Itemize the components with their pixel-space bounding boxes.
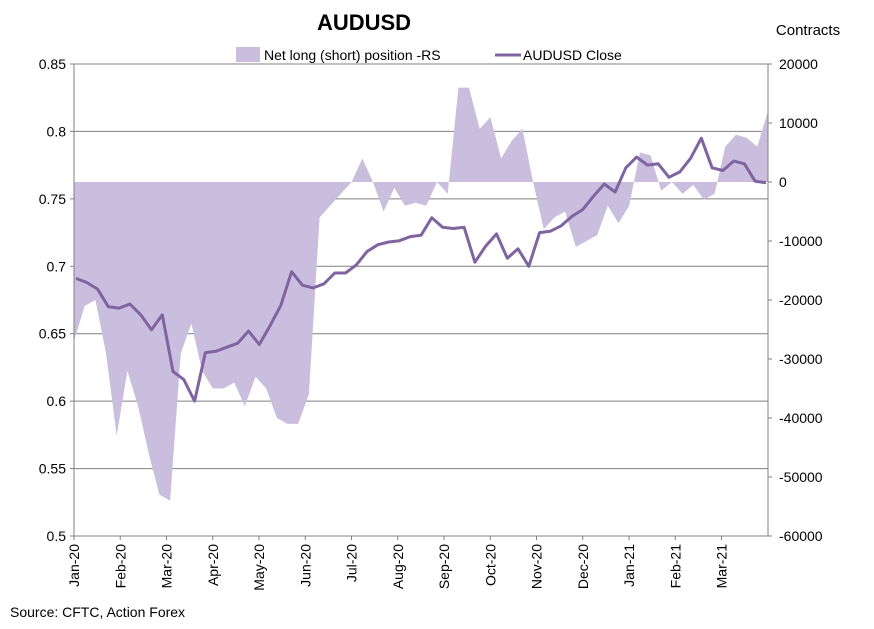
right-tick-label: -60000 bbox=[779, 528, 823, 544]
left-tick-label: 0.7 bbox=[47, 258, 67, 274]
left-tick-label: 0.75 bbox=[39, 191, 66, 207]
legend-line-label: AUDUSD Close bbox=[523, 47, 622, 63]
left-axis-ticks: 0.5 0.55 0.6 0.65 0.7 0.75 0.8 0.85 bbox=[39, 56, 74, 544]
legend-area-label: Net long (short) position -RS bbox=[264, 47, 441, 63]
right-tick-label: -50000 bbox=[779, 469, 823, 485]
chart-title: AUDUSD bbox=[317, 10, 411, 35]
left-tick-label: 0.8 bbox=[47, 123, 67, 139]
right-tick-label: -20000 bbox=[779, 292, 823, 308]
x-tick-label: May-20 bbox=[251, 544, 267, 591]
right-tick-label: 0 bbox=[779, 174, 787, 190]
x-tick-label: Feb-21 bbox=[667, 544, 683, 589]
left-tick-label: 0.65 bbox=[39, 326, 66, 342]
right-tick-label: -30000 bbox=[779, 351, 823, 367]
x-tick-label: Aug-20 bbox=[390, 544, 406, 589]
position-area-layer bbox=[74, 87, 768, 501]
x-tick-label: Nov-20 bbox=[529, 544, 545, 589]
right-tick-label: 10000 bbox=[779, 115, 818, 131]
left-tick-label: 0.6 bbox=[47, 393, 67, 409]
x-axis-ticks: Jan-20 Feb-20 Mar-20 Apr-20 May-20 Jun-20 Jul-… bbox=[66, 536, 730, 591]
x-tick-label: Oct-20 bbox=[482, 544, 498, 586]
source-note: Source: CFTC, Action Forex bbox=[10, 604, 185, 620]
x-tick-label: Feb-20 bbox=[112, 544, 128, 589]
legend: Net long (short) position -RS AUDUSD Clo… bbox=[236, 47, 622, 63]
left-tick-label: 0.85 bbox=[39, 56, 66, 72]
left-tick-label: 0.55 bbox=[39, 461, 66, 477]
audusd-close-line bbox=[75, 136, 767, 403]
x-tick-label: Apr-20 bbox=[205, 544, 221, 586]
right-tick-label: -40000 bbox=[779, 410, 823, 426]
x-tick-label: Sep-20 bbox=[436, 544, 452, 589]
right-axis-title: Contracts bbox=[776, 22, 840, 39]
legend-area-swatch bbox=[236, 47, 260, 62]
right-axis-ticks: -60000 -50000 -40000 -30000 -20000 -10000 0 100… bbox=[768, 56, 823, 544]
x-tick-label: Mar-21 bbox=[714, 544, 730, 589]
x-tick-label: Mar-20 bbox=[159, 544, 175, 589]
x-tick-label: Jul-20 bbox=[344, 544, 360, 582]
x-tick-label: Dec-20 bbox=[575, 544, 591, 589]
x-tick-label: Jan-20 bbox=[66, 544, 82, 587]
net-position-area bbox=[74, 87, 768, 501]
x-tick-label: Jan-21 bbox=[621, 544, 637, 587]
left-tick-label: 0.5 bbox=[47, 528, 67, 544]
right-tick-label: -10000 bbox=[779, 233, 823, 249]
right-tick-label: 20000 bbox=[779, 56, 818, 72]
close-line-layer bbox=[75, 136, 767, 403]
x-tick-label: Jun-20 bbox=[297, 544, 313, 587]
